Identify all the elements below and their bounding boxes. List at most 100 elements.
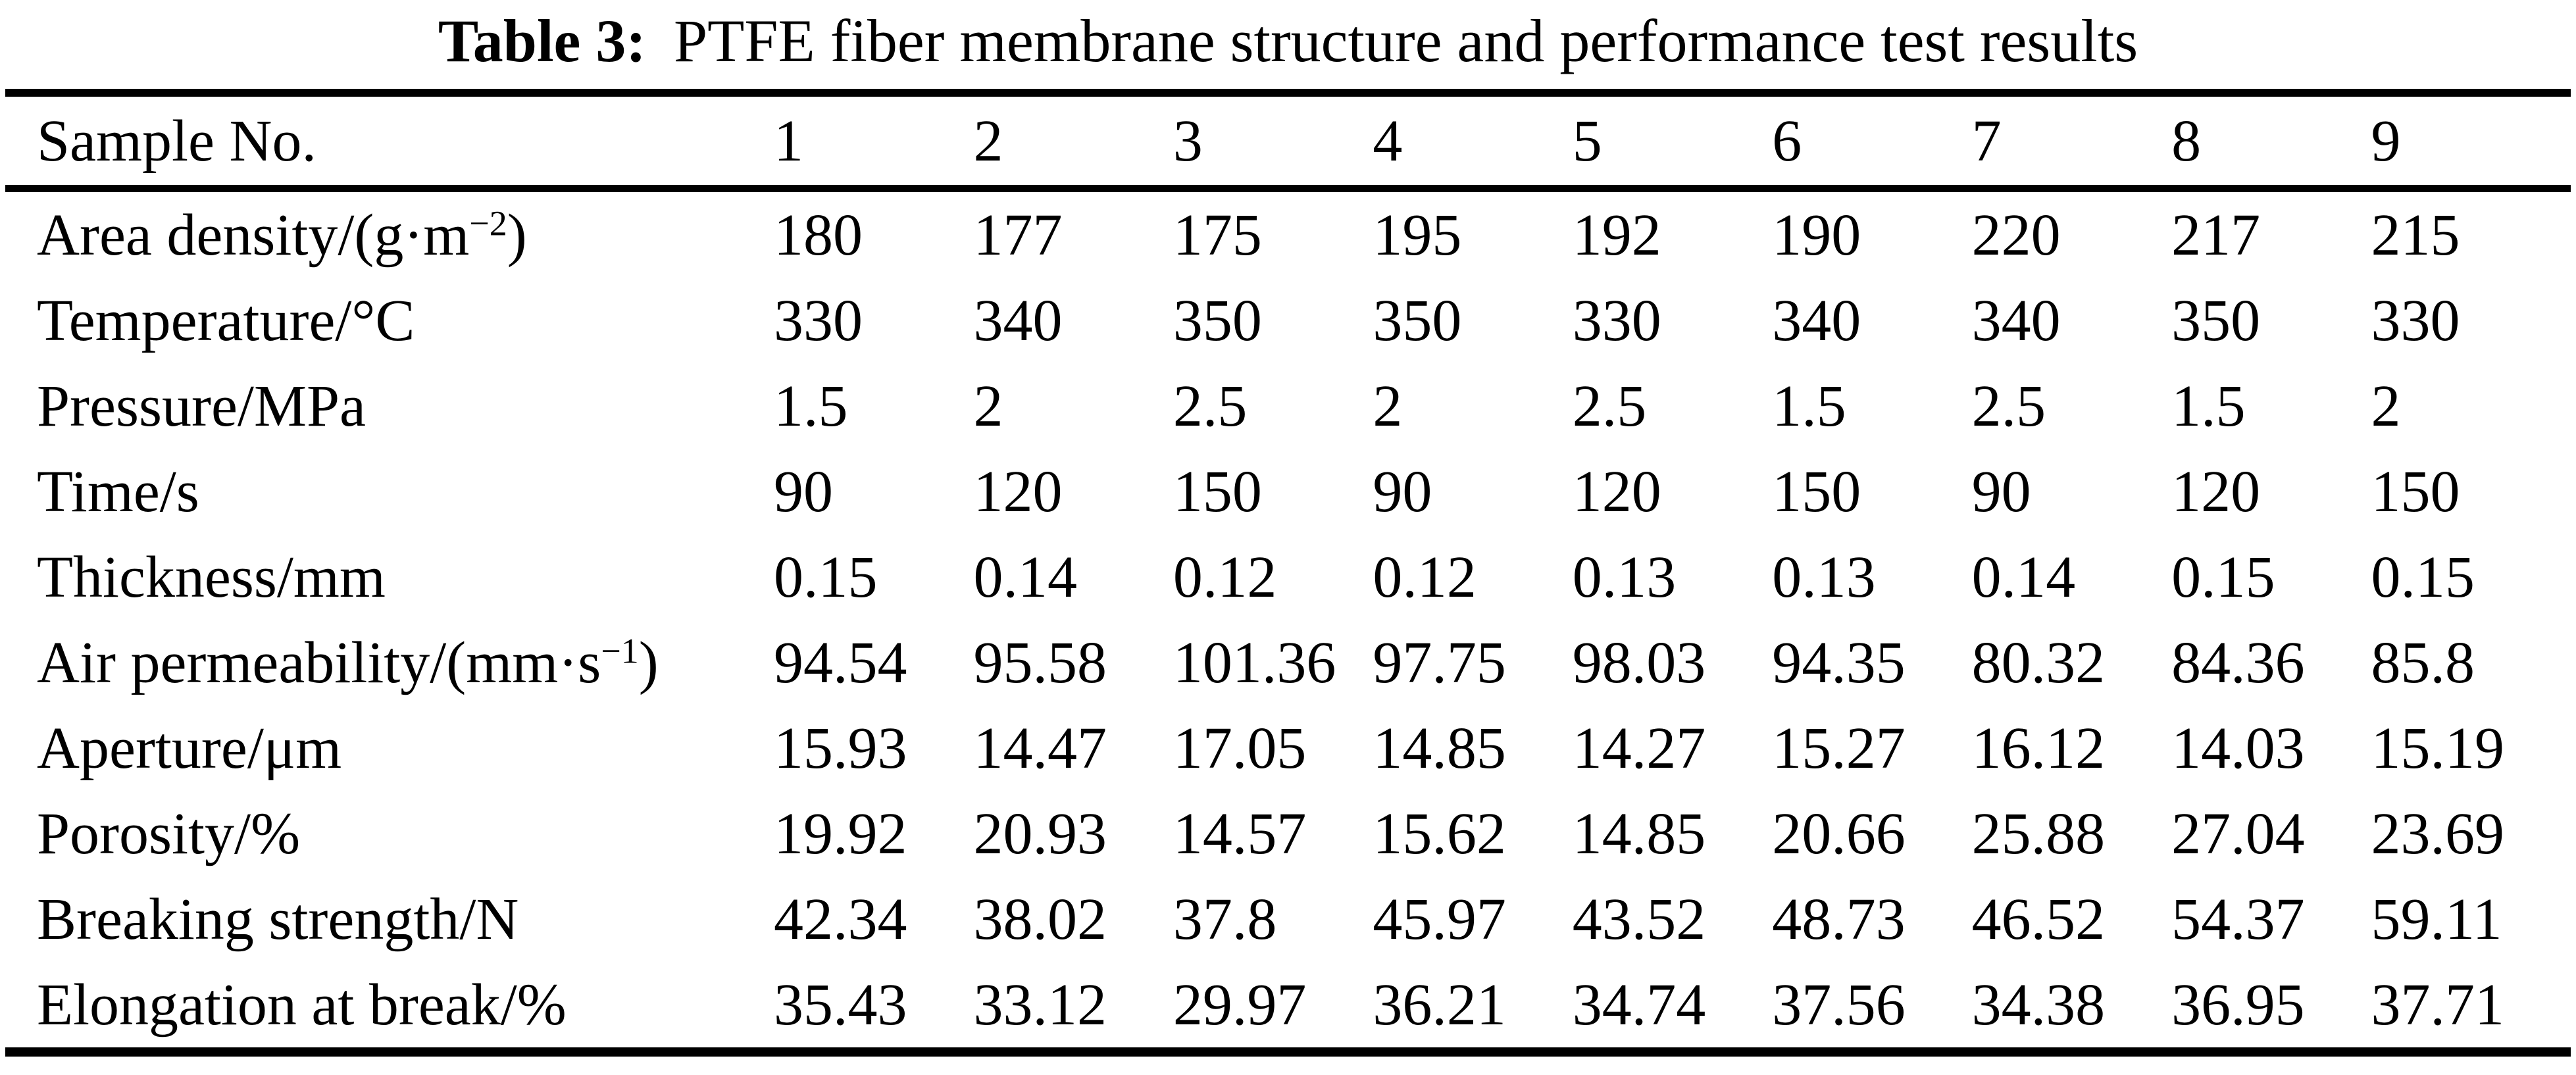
cell-value: 0.13 <box>1572 544 1677 610</box>
cell-value: 220 <box>1971 202 2061 268</box>
cell-value: 330 <box>1572 288 1661 353</box>
cell-value: 80.32 <box>1971 630 2106 695</box>
cell-value: 42.34 <box>774 886 907 952</box>
table-row: Air permeability/(mm·s−1) 94.54 95.58 101.3… <box>5 620 2571 705</box>
cell-value: 94.35 <box>1772 630 1906 695</box>
cell-value: 54.37 <box>2171 886 2305 952</box>
table-row: Porosity/% 19.92 20.93 14.57 15.62 14.85 20.66… <box>5 791 2571 876</box>
results-table: Sample No. 1 2 3 4 5 6 7 8 9 Area density/(g·m−2)… <box>5 89 2571 1057</box>
table-head: Sample No. 1 2 3 4 5 6 7 8 9 <box>5 93 2571 189</box>
row-label: Time/s <box>37 459 199 524</box>
table-header-row: Sample No. 1 2 3 4 5 6 7 8 9 <box>5 93 2571 189</box>
cell-value: 340 <box>973 288 1063 353</box>
cell-value: 2 <box>2371 373 2401 439</box>
table-row: Area density/(g·m−2) 180 177 175 195 192 190 22… <box>5 189 2571 278</box>
cell-value: 0.14 <box>1971 544 2076 610</box>
cell-value: 43.52 <box>1572 886 1706 952</box>
cell-value: 15.62 <box>1373 801 1506 866</box>
cell-value: 2 <box>973 373 1003 439</box>
cell-value: 350 <box>1373 288 1462 353</box>
cell-value: 90 <box>1373 459 1432 524</box>
column-header-sample-3: 3 <box>1173 108 1203 174</box>
column-header-sample-6: 6 <box>1772 108 1802 174</box>
cell-value: 2.5 <box>1572 373 1647 439</box>
cell-value: 35.43 <box>774 972 907 1038</box>
column-header-sample-1: 1 <box>774 108 803 174</box>
cell-value: 36.21 <box>1373 972 1506 1038</box>
cell-value: 0.15 <box>2371 544 2475 610</box>
cell-value: 14.85 <box>1572 801 1706 866</box>
cell-value: 97.75 <box>1373 630 1506 695</box>
cell-value: 340 <box>1971 288 2061 353</box>
table-row: Breaking strength/N 42.34 38.02 37.8 45.97 43… <box>5 876 2571 962</box>
cell-value: 15.27 <box>1772 715 1906 781</box>
cell-value: 90 <box>1971 459 2031 524</box>
cell-value: 94.54 <box>774 630 907 695</box>
cell-value: 45.97 <box>1373 886 1506 952</box>
cell-value: 48.73 <box>1772 886 1906 952</box>
cell-value: 90 <box>774 459 833 524</box>
row-label: Aperture/μm <box>37 715 342 781</box>
cell-value: 0.15 <box>774 544 878 610</box>
cell-value: 120 <box>2171 459 2261 524</box>
cell-value: 20.66 <box>1772 801 1906 866</box>
cell-value: 0.12 <box>1173 544 1277 610</box>
table-row: Aperture/μm 15.93 14.47 17.05 14.85 14.27 15.2… <box>5 705 2571 791</box>
row-label: Porosity/% <box>37 801 301 866</box>
table-row: Elongation at break/% 35.43 33.12 29.97 36.2… <box>5 962 2571 1052</box>
cell-value: 0.15 <box>2171 544 2275 610</box>
cell-value: 0.12 <box>1373 544 1477 610</box>
cell-value: 1.5 <box>1772 373 1846 439</box>
cell-value: 46.52 <box>1971 886 2106 952</box>
cell-value: 98.03 <box>1572 630 1706 695</box>
cell-value: 120 <box>1572 459 1661 524</box>
cell-value: 27.04 <box>2171 801 2305 866</box>
row-label: Area density/(g·m−2) <box>37 202 527 268</box>
cell-value: 150 <box>1173 459 1262 524</box>
cell-value: 25.88 <box>1971 801 2106 866</box>
cell-value: 2.5 <box>1971 373 2046 439</box>
table-row: Temperature/°C 330 340 350 350 330 340 340 350 33… <box>5 278 2571 363</box>
cell-value: 350 <box>2171 288 2261 353</box>
cell-value: 16.12 <box>1971 715 2106 781</box>
cell-value: 23.69 <box>2371 801 2505 866</box>
cell-value: 17.05 <box>1173 715 1307 781</box>
cell-value: 101.36 <box>1173 630 1336 695</box>
cell-value: 15.19 <box>2371 715 2505 781</box>
unit-exponent: −1 <box>601 631 639 671</box>
table-row: Pressure/MPa 1.5 2 2.5 2 2.5 1.5 2.5 1.5 2 <box>5 363 2571 449</box>
cell-value: 175 <box>1173 202 1262 268</box>
table-row: Time/s 90 120 150 90 120 150 90 120 150 <box>5 449 2571 534</box>
cell-value: 330 <box>2371 288 2460 353</box>
cell-value: 38.02 <box>973 886 1107 952</box>
cell-value: 340 <box>1772 288 1861 353</box>
cell-value: 0.13 <box>1772 544 1876 610</box>
cell-value: 330 <box>774 288 863 353</box>
cell-value: 150 <box>2371 459 2460 524</box>
cell-value: 34.74 <box>1572 972 1706 1038</box>
cell-value: 215 <box>2371 202 2460 268</box>
cell-value: 14.47 <box>973 715 1107 781</box>
cell-value: 37.56 <box>1772 972 1906 1038</box>
cell-value: 217 <box>2171 202 2261 268</box>
cell-value: 14.27 <box>1572 715 1706 781</box>
cell-value: 2 <box>1373 373 1403 439</box>
cell-value: 195 <box>1373 202 1462 268</box>
cell-value: 59.11 <box>2371 886 2502 952</box>
cell-value: 37.71 <box>2371 972 2505 1038</box>
cell-value: 177 <box>973 202 1063 268</box>
unit-exponent: −2 <box>469 203 507 243</box>
cell-value: 29.97 <box>1173 972 1307 1038</box>
cell-value: 1.5 <box>2171 373 2246 439</box>
row-label: Breaking strength/N <box>37 886 519 952</box>
cell-value: 150 <box>1772 459 1861 524</box>
table-caption: Table 3: PTFE fiber membrane structure an… <box>0 0 2576 81</box>
cell-value: 15.93 <box>774 715 907 781</box>
table-body: Area density/(g·m−2) 180 177 175 195 192 190 22… <box>5 189 2571 1053</box>
column-header-sample-9: 9 <box>2371 108 2401 174</box>
cell-value: 20.93 <box>973 801 1107 866</box>
cell-value: 14.57 <box>1173 801 1307 866</box>
table-caption-label: Table 3: <box>438 7 646 74</box>
column-header-sample-7: 7 <box>1971 108 2002 174</box>
